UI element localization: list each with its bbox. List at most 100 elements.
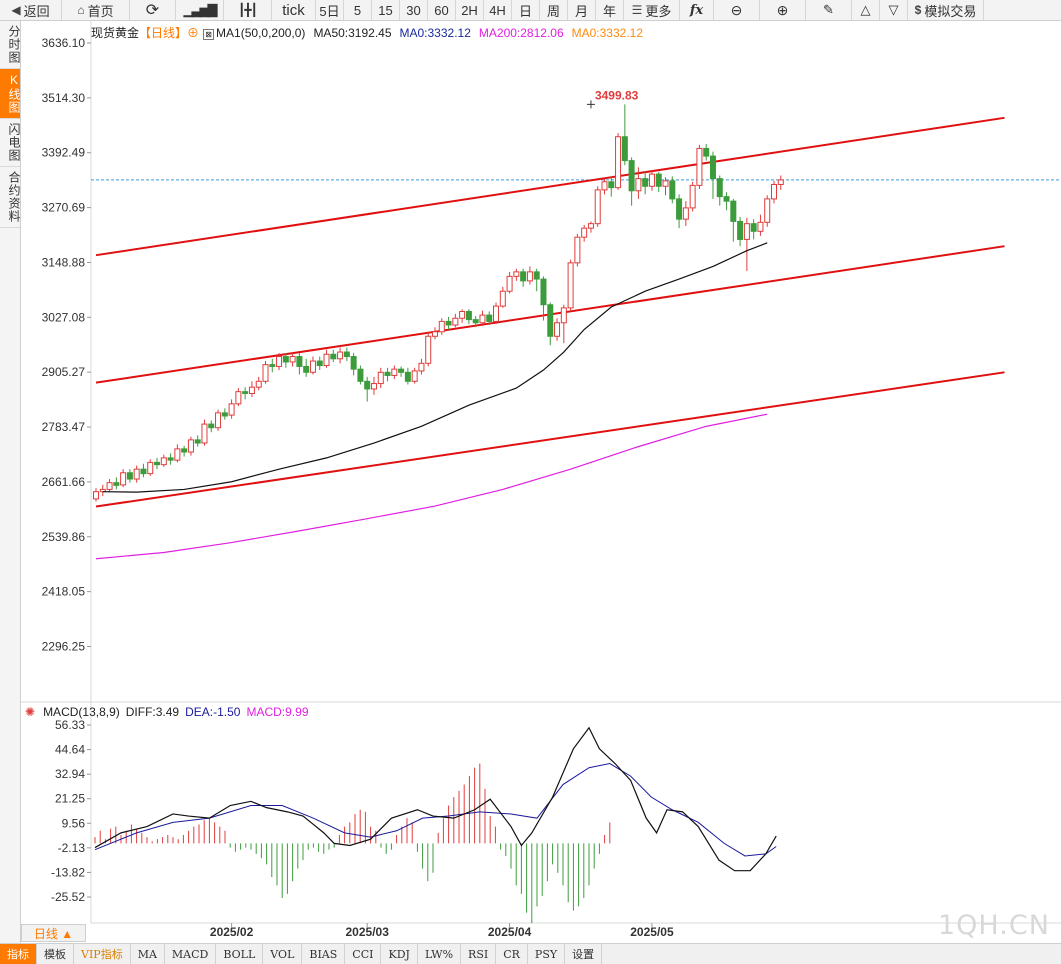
candle-body bbox=[303, 365, 310, 373]
candle-body bbox=[493, 305, 500, 322]
zoom-out-button[interactable]: ⊖ bbox=[714, 0, 760, 20]
candle-body bbox=[208, 423, 215, 429]
price-tick-label: 2418.05 bbox=[42, 585, 86, 599]
macd-tick-label: -2.13 bbox=[58, 841, 86, 855]
indicator-tab-8[interactable]: CCI bbox=[345, 944, 382, 964]
more-button[interactable]: ☰ 更多 bbox=[624, 0, 680, 20]
candle-body bbox=[140, 468, 147, 475]
home-button[interactable]: ⌂ 首页 bbox=[62, 0, 130, 20]
candle-body bbox=[432, 331, 438, 337]
indicator-tab-3[interactable]: MA bbox=[131, 944, 165, 964]
indicator-tab-7[interactable]: BIAS bbox=[302, 944, 346, 964]
ma50-line bbox=[102, 242, 768, 493]
candle-body bbox=[330, 353, 337, 360]
candle-body bbox=[160, 457, 167, 466]
sidebar-tab-0[interactable]: 分时图 bbox=[0, 21, 21, 69]
candle-body bbox=[771, 183, 777, 200]
back-arrow-icon: ◀ bbox=[11, 3, 21, 17]
candle-body bbox=[709, 155, 716, 180]
candle-body bbox=[93, 491, 99, 500]
candle-body bbox=[486, 314, 493, 322]
indicator-tab-14[interactable]: 设置 bbox=[565, 944, 603, 964]
candle-body bbox=[364, 380, 371, 390]
legend-ma0: MA0:3332.12 bbox=[399, 26, 471, 40]
price-tick-label: 2783.47 bbox=[42, 420, 86, 434]
period-button-9[interactable]: 月 bbox=[568, 0, 596, 20]
period-button-4[interactable]: 60 bbox=[428, 0, 456, 20]
indicator-tab-10[interactable]: LW% bbox=[418, 944, 462, 964]
candle-body bbox=[309, 360, 316, 373]
indicator-tab-13[interactable]: PSY bbox=[528, 944, 566, 964]
indicator-tab-2[interactable]: VIP指标 bbox=[74, 944, 131, 964]
legend-ma50: MA50:3192.45 bbox=[313, 26, 392, 40]
candle-body bbox=[554, 322, 561, 337]
ma-icon: ⊠ bbox=[203, 29, 215, 40]
time-tick-label: 2025/03 bbox=[346, 925, 390, 939]
candle-body bbox=[438, 320, 445, 333]
indicator-tab-5[interactable]: BOLL bbox=[216, 944, 264, 964]
macd-tick-label: 44.64 bbox=[55, 743, 85, 757]
back-button[interactable]: ◀ 返回 bbox=[0, 0, 62, 20]
indicator-tab-0[interactable]: 指标 bbox=[0, 944, 37, 964]
indicator-tab-12[interactable]: CR bbox=[496, 944, 528, 964]
macd-legend-diff: DIFF:3.49 bbox=[125, 705, 180, 719]
indicator-tab-9[interactable]: KDJ bbox=[381, 944, 418, 964]
candle-body bbox=[506, 275, 513, 292]
period-button-2[interactable]: 15 bbox=[372, 0, 400, 20]
indicator-tab-1[interactable]: 模板 bbox=[37, 944, 74, 964]
legend-period: 【日线】 bbox=[139, 26, 188, 40]
indicator-tab-11[interactable]: RSI bbox=[461, 944, 497, 964]
period-button-0[interactable]: 5日 bbox=[316, 0, 344, 20]
formula-button[interactable]: fx bbox=[680, 0, 714, 20]
period-buttons: 5日 5 15 30 60 2H 4H 日周月年 bbox=[316, 0, 624, 20]
period-selector[interactable]: 日线 ▲ bbox=[21, 924, 86, 942]
candle-body bbox=[540, 278, 547, 306]
candlestick-icon: ┃╋┃ bbox=[238, 3, 258, 17]
tick-button[interactable]: tick bbox=[272, 0, 316, 20]
macd-legend-macd: MACD:9.99 bbox=[246, 705, 309, 719]
candle-body bbox=[377, 371, 384, 385]
candle-body bbox=[350, 356, 357, 370]
kline-chart[interactable]: 3636.10 3514.30 3392.49 3270.69 3148.88 3027.… bbox=[21, 21, 1061, 941]
price-tick-label: 3392.49 bbox=[42, 146, 86, 160]
candle-type-button[interactable]: ┃╋┃ bbox=[224, 0, 272, 20]
settings-icon[interactable]: ⊕ bbox=[187, 26, 200, 40]
period-button-7[interactable]: 日 bbox=[512, 0, 540, 20]
candle-body bbox=[255, 380, 262, 388]
period-button-1[interactable]: 5 bbox=[344, 0, 372, 20]
period-button-10[interactable]: 年 bbox=[596, 0, 624, 20]
indicator-tab-4[interactable]: MACD bbox=[165, 944, 217, 964]
candle-body bbox=[743, 223, 750, 240]
sidebar-tab-3[interactable]: 合约资料 bbox=[0, 167, 21, 228]
candle-body bbox=[520, 271, 527, 282]
menu-icon: ☰ bbox=[631, 3, 643, 17]
candle-body bbox=[262, 364, 269, 382]
sidebar-tab-2[interactable]: 闪电图 bbox=[0, 119, 21, 167]
draw-button[interactable]: ✎ bbox=[806, 0, 852, 20]
period-button-6[interactable]: 4H bbox=[484, 0, 512, 20]
candle-body bbox=[716, 178, 723, 198]
candle-body bbox=[669, 180, 676, 200]
price-tick-label: 2905.27 bbox=[42, 365, 86, 379]
candle-body bbox=[764, 198, 771, 223]
candle-body bbox=[147, 461, 154, 475]
macd-settings-icon[interactable]: ✺ bbox=[25, 705, 36, 719]
indicator-tab-6[interactable]: VOL bbox=[263, 944, 303, 964]
sidebar-tab-1[interactable]: K线图 bbox=[0, 69, 21, 119]
price-tick-label: 3148.88 bbox=[42, 255, 86, 269]
channel-trendline bbox=[95, 116, 1005, 257]
candle-body bbox=[547, 304, 554, 337]
candle-body bbox=[648, 173, 655, 187]
chart-type-button[interactable]: ▁▃▅▇ bbox=[176, 0, 224, 20]
zoom-in-button[interactable]: ⊕ bbox=[760, 0, 806, 20]
refresh-button[interactable]: ⟳ bbox=[130, 0, 176, 20]
period-button-8[interactable]: 周 bbox=[540, 0, 568, 20]
macd-tick-label: 21.25 bbox=[55, 792, 85, 806]
scroll-down-button[interactable]: ▽ bbox=[880, 0, 908, 20]
macd-tick-label: -25.52 bbox=[51, 890, 85, 904]
period-button-5[interactable]: 2H bbox=[456, 0, 484, 20]
candle-body bbox=[425, 335, 432, 364]
sim-trade-button[interactable]: $ 模拟交易 bbox=[908, 0, 984, 20]
scroll-up-button[interactable]: △ bbox=[852, 0, 880, 20]
period-button-3[interactable]: 30 bbox=[400, 0, 428, 20]
